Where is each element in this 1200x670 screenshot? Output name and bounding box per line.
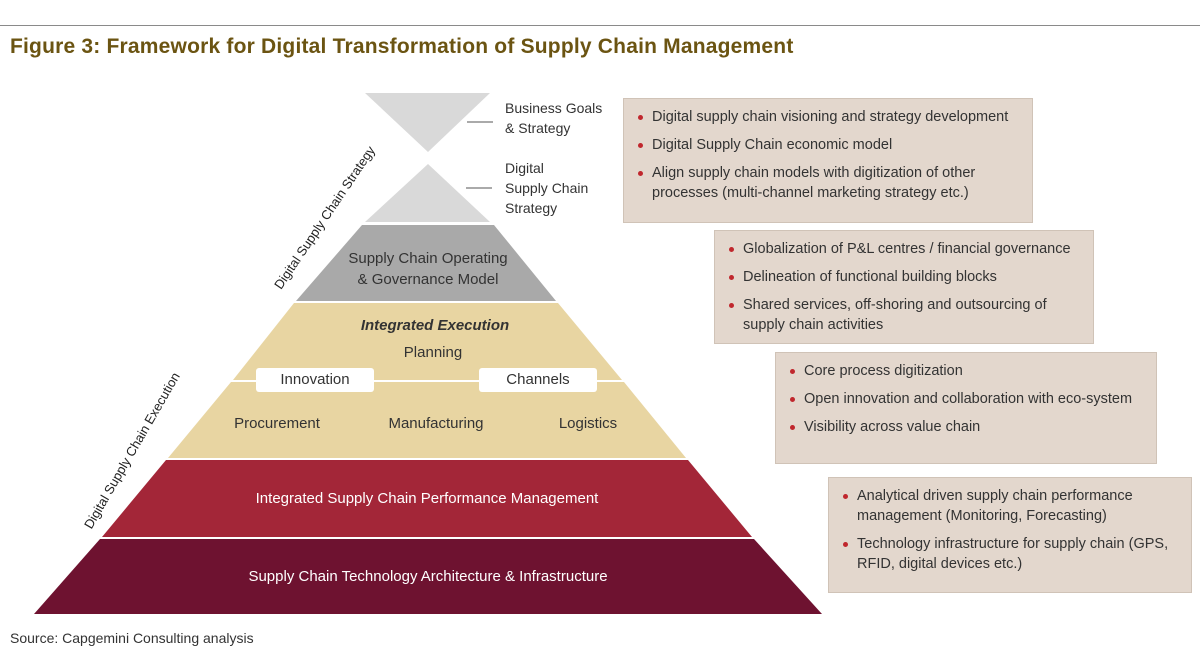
innovation-pill: Innovation — [256, 368, 374, 392]
top-divider — [0, 25, 1200, 26]
performance-layer — [102, 460, 752, 537]
channels-pill: Channels — [479, 368, 597, 392]
list-item: Digital Supply Chain economic model — [636, 135, 1022, 155]
planning-label: Planning — [403, 344, 463, 361]
integrated-execution-functions-layer — [168, 382, 686, 458]
list-item: Open innovation and collaboration with e… — [788, 389, 1146, 409]
performance-box: Analytical driven supply chain performan… — [828, 477, 1192, 593]
list-item: Globalization of P&L centres / financial… — [727, 239, 1083, 259]
list-item: Shared services, off-shoring and outsour… — [727, 295, 1083, 335]
digital-strategy-callout: Digital Supply Chain Strategy — [505, 160, 589, 216]
governance-layer — [296, 225, 556, 301]
list-item: Visibility across value chain — [788, 417, 1146, 437]
procurement-label: Procurement — [234, 415, 320, 432]
list-item: Align supply chain models with digitizat… — [636, 163, 1022, 203]
list-item: Core process digitization — [788, 361, 1146, 381]
list-item: Digital supply chain visioning and strat… — [636, 107, 1022, 127]
source-note: Source: Capgemini Consulting analysis — [10, 630, 254, 646]
list-item: Analytical driven supply chain performan… — [841, 486, 1181, 526]
business-goals-callout: Business Goals & Strategy — [505, 100, 603, 136]
governance-label: Supply Chain Operating & Governance Mode… — [348, 250, 508, 288]
technology-layer — [34, 539, 822, 614]
manufacturing-label: Manufacturing — [388, 415, 484, 432]
governance-box: Globalization of P&L centres / financial… — [714, 230, 1094, 344]
list-item: Delineation of functional building block… — [727, 267, 1083, 287]
execution-box: Core process digitization Open innovatio… — [775, 352, 1157, 464]
integrated-execution-label: Integrated Execution — [360, 317, 510, 334]
list-item: Technology infrastructure for supply cha… — [841, 534, 1181, 574]
figure-title: Figure 3: Framework for Digital Transfor… — [10, 35, 794, 58]
strategy-box: Digital supply chain visioning and strat… — [623, 98, 1033, 223]
logistics-label: Logistics — [558, 415, 618, 432]
technology-label: Supply Chain Technology Architecture & I… — [248, 568, 608, 585]
digital-strategy-shape — [365, 164, 490, 222]
business-goals-shape — [365, 93, 490, 152]
integrated-execution-layer — [233, 303, 622, 380]
performance-label: Integrated Supply Chain Performance Mana… — [255, 490, 599, 507]
